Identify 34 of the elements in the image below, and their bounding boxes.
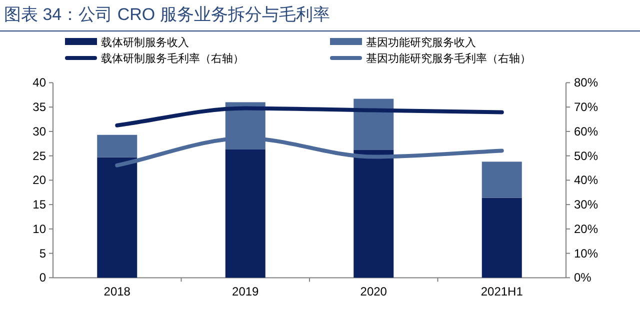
- y-tick-label: 0: [39, 270, 46, 285]
- x-tick-label: 2020: [360, 284, 388, 299]
- title: 图表 34：公司 CRO 服务业务拆分与毛利率: [4, 5, 330, 24]
- legend-label: 基因功能研究服务收入: [366, 36, 476, 49]
- y2-tick-label: 10%: [574, 246, 598, 260]
- bar: [225, 149, 266, 278]
- y-tick-label: 5: [39, 246, 46, 260]
- bar: [482, 162, 522, 198]
- y-tick-label: 20: [32, 173, 46, 188]
- y2-tick-label: 40%: [574, 173, 598, 188]
- bar: [354, 98, 394, 150]
- y-tick-label: 30: [32, 124, 46, 138]
- bar: [97, 157, 138, 278]
- y2-tick-label: 70%: [574, 100, 598, 114]
- x-tick-label: 2019: [232, 284, 260, 299]
- y-tick-label: 25: [32, 148, 46, 163]
- bar: [97, 134, 138, 158]
- y-tick-label: 40: [32, 76, 46, 90]
- y-tick-label: 10: [32, 222, 46, 236]
- bar: [482, 198, 522, 278]
- y2-tick-label: 30%: [574, 198, 598, 212]
- y2-tick-label: 50%: [574, 148, 598, 163]
- y-tick-label: 35: [32, 100, 46, 114]
- y2-tick-label: 20%: [574, 222, 598, 236]
- y2-tick-label: 80%: [574, 76, 598, 90]
- y-tick-label: 15: [32, 198, 46, 212]
- y2-tick-label: 0%: [574, 270, 592, 285]
- legend-label: 载体研制服务毛利率（右轴）: [101, 52, 244, 65]
- legend-label: 载体研制服务收入: [101, 36, 189, 49]
- legend-label: 基因功能研究服务毛利率（右轴）: [366, 52, 531, 65]
- y2-tick-label: 60%: [574, 124, 598, 138]
- x-tick-label: 2018: [104, 284, 131, 299]
- bar: [354, 150, 394, 278]
- x-tick-label: 2021H1: [480, 284, 524, 299]
